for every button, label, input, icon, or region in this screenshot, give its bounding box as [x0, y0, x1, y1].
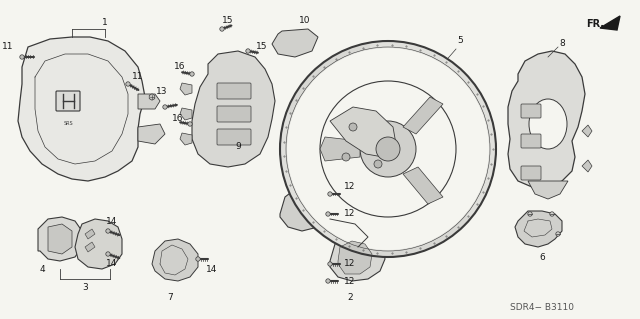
Polygon shape	[85, 242, 95, 252]
Text: 12: 12	[344, 182, 356, 191]
Circle shape	[287, 48, 489, 250]
Polygon shape	[600, 16, 620, 30]
Text: 6: 6	[539, 253, 545, 262]
Text: 12: 12	[344, 210, 356, 219]
Circle shape	[550, 212, 554, 216]
Text: 11: 11	[3, 42, 13, 51]
Polygon shape	[330, 231, 385, 281]
Polygon shape	[192, 51, 275, 167]
Polygon shape	[330, 107, 396, 157]
Polygon shape	[152, 239, 198, 281]
Polygon shape	[528, 181, 568, 199]
Text: 14: 14	[106, 217, 118, 226]
Polygon shape	[180, 83, 192, 95]
Circle shape	[106, 252, 110, 256]
Circle shape	[328, 262, 332, 266]
Text: 14: 14	[106, 259, 118, 269]
FancyBboxPatch shape	[217, 83, 251, 99]
Circle shape	[280, 41, 496, 257]
Polygon shape	[149, 94, 155, 100]
Polygon shape	[272, 29, 318, 57]
Circle shape	[196, 257, 200, 261]
Polygon shape	[18, 37, 145, 181]
Circle shape	[326, 279, 330, 283]
Circle shape	[360, 121, 416, 177]
Polygon shape	[515, 211, 562, 247]
Text: 14: 14	[206, 264, 218, 273]
Circle shape	[106, 229, 110, 233]
Text: 7: 7	[167, 293, 173, 301]
Circle shape	[342, 153, 350, 161]
Text: 9: 9	[235, 143, 241, 152]
Circle shape	[328, 192, 332, 196]
Text: 15: 15	[256, 42, 268, 51]
FancyBboxPatch shape	[56, 91, 80, 111]
Circle shape	[374, 160, 382, 168]
FancyBboxPatch shape	[521, 104, 541, 118]
Text: FR.: FR.	[586, 19, 604, 29]
Circle shape	[188, 122, 192, 126]
Polygon shape	[75, 219, 122, 269]
Text: 13: 13	[156, 86, 168, 95]
Polygon shape	[48, 224, 72, 254]
Polygon shape	[180, 108, 192, 120]
Text: 11: 11	[132, 72, 144, 81]
Polygon shape	[280, 184, 330, 231]
Text: 1: 1	[102, 19, 108, 27]
Polygon shape	[403, 167, 443, 204]
Circle shape	[163, 105, 167, 109]
Polygon shape	[287, 43, 371, 114]
Polygon shape	[138, 94, 160, 109]
Text: 16: 16	[172, 115, 184, 123]
Circle shape	[220, 27, 224, 31]
Circle shape	[528, 212, 532, 216]
Text: 12: 12	[344, 259, 356, 269]
Circle shape	[20, 55, 24, 59]
Circle shape	[190, 72, 194, 76]
Polygon shape	[582, 160, 592, 172]
Text: SDR4− B3110: SDR4− B3110	[510, 302, 574, 311]
Circle shape	[246, 49, 250, 53]
Polygon shape	[85, 229, 95, 239]
Polygon shape	[180, 133, 192, 145]
Circle shape	[376, 137, 400, 161]
Circle shape	[126, 82, 130, 86]
Polygon shape	[369, 215, 471, 257]
Polygon shape	[508, 51, 585, 187]
Polygon shape	[403, 97, 443, 134]
Text: 3: 3	[82, 283, 88, 292]
Text: 10: 10	[300, 17, 311, 26]
Text: SRS: SRS	[63, 122, 73, 127]
Polygon shape	[138, 124, 165, 144]
Text: 16: 16	[174, 63, 186, 71]
Text: 2: 2	[347, 293, 353, 301]
Circle shape	[326, 212, 330, 216]
Text: 4: 4	[39, 264, 45, 273]
Circle shape	[349, 123, 357, 131]
Polygon shape	[338, 241, 372, 274]
Text: 8: 8	[559, 40, 565, 48]
FancyBboxPatch shape	[521, 166, 541, 180]
FancyBboxPatch shape	[217, 129, 251, 145]
Text: 5: 5	[457, 36, 463, 46]
Circle shape	[556, 232, 560, 236]
FancyBboxPatch shape	[217, 106, 251, 122]
Polygon shape	[320, 137, 360, 161]
Ellipse shape	[529, 99, 567, 149]
Text: 15: 15	[222, 17, 234, 26]
Polygon shape	[582, 125, 592, 137]
FancyBboxPatch shape	[521, 134, 541, 148]
Polygon shape	[38, 217, 82, 261]
Text: 12: 12	[344, 277, 356, 286]
